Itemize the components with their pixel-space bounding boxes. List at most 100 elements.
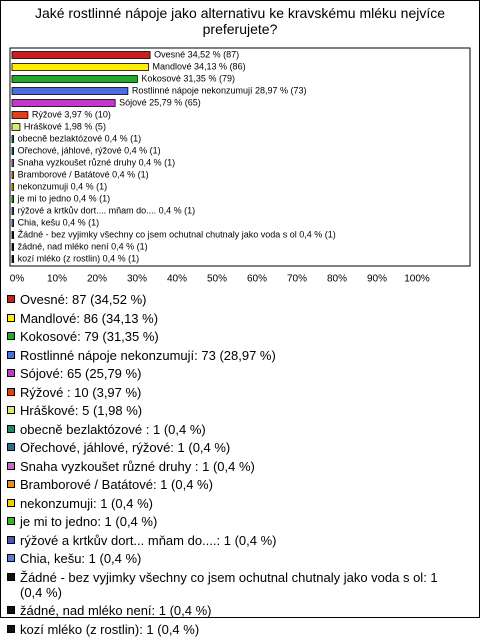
legend-entry: Rostlinné nápoje nekonzumují: 73 (28,97 …: [7, 348, 462, 363]
legend-label: Rostlinné nápoje nekonzumují: 73 (28,97 …: [20, 347, 276, 363]
legend-swatch: [7, 606, 15, 614]
legend-entry: Ořechové, jáhlové, rýžové: 1 (0,4 %): [7, 440, 462, 455]
legend-swatch: [7, 406, 15, 414]
legend-entry: žádné, nad mléko není: 1 (0,4 %): [7, 603, 462, 618]
legend-label: Sójové: 65 (25,79 %): [20, 366, 142, 381]
legend-swatch: [7, 295, 15, 303]
legend-swatch: [7, 624, 15, 633]
legend-label: je mi to jedno: 1 (0,4 %): [20, 514, 158, 529]
value-label: kozí mléko (z rostlin) 0,4 % (1): [18, 253, 140, 263]
value-label: Kokosové 31,35 % (79): [141, 73, 235, 83]
legend-entry: obecně bezlaktózové : 1 (0,4 %): [7, 422, 462, 437]
value-label: žádné, nad mléko není 0,4 % (1): [18, 241, 148, 251]
legend-swatch: [7, 480, 15, 488]
x-tick-label: 80%: [327, 274, 347, 285]
legend-entry: Kokosové: 79 (31,35 %): [7, 329, 462, 344]
legend-label: Hráškové: 5 (1,98 %): [20, 403, 143, 418]
x-tick-label: 50%: [207, 274, 227, 285]
legend-label: obecně bezlaktózové : 1 (0,4 %): [20, 421, 206, 437]
legend-swatch: [7, 369, 15, 377]
bar: [11, 255, 14, 263]
legend-label: Ořechové, jáhlové, rýžové: 1 (0,4 %): [20, 440, 231, 455]
bar: [11, 123, 21, 131]
bar: [11, 99, 116, 107]
x-tick-label: 10%: [47, 274, 67, 285]
value-label: obecně bezlaktózové 0,4 % (1): [18, 133, 142, 143]
legend-label: Žádné - bez vyjimky všechny co jsem ochu…: [20, 569, 438, 600]
legend-entry: Ovesné: 87 (34,52 %): [7, 292, 462, 307]
bar: [11, 63, 149, 71]
legend-entry: Snaha vyzkoušet různé druhy : 1 (0,4 %): [7, 459, 462, 474]
x-tick-label: 70%: [287, 274, 307, 285]
legend-swatch: [7, 554, 15, 562]
value-label: Mandlové 34,13 % (86): [153, 61, 246, 71]
legend-swatch: [7, 535, 15, 544]
x-tick-label: 0%: [10, 274, 25, 285]
legend-entry: Žádné - bez vyjimky všechny co jsem ochu…: [7, 570, 462, 600]
legend-swatch: [7, 313, 15, 322]
legend-swatch: [7, 498, 15, 507]
legend-entry: Hráškové: 5 (1,98 %): [7, 403, 462, 418]
legend-label: Bramborové / Batátové: 1 (0,4 %): [20, 477, 213, 492]
legend-swatch: [7, 332, 15, 340]
bar: [11, 171, 14, 179]
legend-entry: rýžové a krtkův dort... mňam do....: 1 (…: [7, 533, 462, 548]
legend-swatch: [7, 424, 15, 433]
bar: [11, 135, 14, 143]
plot-frame: [9, 47, 471, 267]
value-label: Ořechové, jáhlové, rýžové 0,4 % (1): [18, 145, 161, 155]
bar: [11, 243, 14, 251]
chart: 0% 10% 20% 30% 40% 50% 60% 70% 80% 90% 100% Ovesné …: [9, 47, 471, 285]
legend-entry: kozí mléko (z rostlin): 1 (0,4 %): [7, 622, 462, 637]
bar: [11, 159, 14, 167]
legend-label: žádné, nad mléko není: 1 (0,4 %): [20, 603, 212, 618]
legend-entry: je mi to jedno: 1 (0,4 %): [7, 514, 462, 529]
bar: [11, 75, 138, 83]
value-label: Snaha vyzkoušet různé druhy 0,4 % (1): [18, 157, 176, 167]
x-tick-label: 30%: [127, 274, 147, 285]
legend-swatch: [7, 517, 15, 525]
legend-entry: Bramborové / Batátové: 1 (0,4 %): [7, 477, 462, 492]
legend-swatch: [7, 387, 15, 396]
value-label: Sójové 25,79 % (65): [119, 97, 201, 107]
value-label: Rostlinné nápoje nekonzumují 28,97 % (73…: [132, 85, 307, 95]
legend-label: Kokosové: 79 (31,35 %): [20, 329, 159, 344]
bar: [11, 183, 14, 191]
bar: [11, 207, 14, 215]
x-tick-label: 40%: [167, 274, 187, 285]
bar: [11, 147, 14, 155]
legend-label: kozí mléko (z rostlin): 1 (0,4 %): [20, 621, 200, 637]
bar: [11, 51, 151, 59]
legend-label: rýžové a krtkův dort... mňam do....: 1 (…: [20, 532, 277, 548]
value-label: je mi to jedno 0,4 % (1): [17, 193, 111, 203]
legend-label: Ovesné: 87 (34,52 %): [20, 292, 147, 307]
value-label: Bramborové / Batátové 0,4 % (1): [18, 169, 149, 179]
legend-label: Chia, kešu: 1 (0,4 %): [20, 551, 142, 566]
bar: [11, 231, 14, 239]
value-label: nekonzumuji 0,4 % (1): [18, 181, 108, 191]
x-tick-label: 60%: [247, 274, 267, 285]
legend-label: Rýžové : 10 (3,97 %): [20, 384, 142, 400]
legend-swatch: [7, 350, 15, 359]
legend-entry: Sójové: 65 (25,79 %): [7, 366, 462, 381]
bar: [11, 111, 29, 119]
legend-swatch: [7, 443, 15, 451]
legend-label: Snaha vyzkoušet různé druhy : 1 (0,4 %): [20, 458, 255, 474]
value-label: Ovesné 34,52 % (87): [154, 49, 239, 59]
value-label: Hráškové 1,98 % (5): [24, 121, 106, 131]
x-tick-label: 20%: [87, 274, 107, 285]
legend: Ovesné: 87 (34,52 %) Mandlové: 86 (34,13 …: [7, 292, 462, 640]
value-label: Rýžové 3,97 % (10): [32, 109, 111, 119]
x-tick-label: 100%: [404, 274, 430, 285]
bar: [11, 195, 14, 203]
legend-swatch: [7, 461, 15, 470]
legend-entry: Rýžové : 10 (3,97 %): [7, 385, 462, 400]
chart-title: Jaké rostlinné nápoje jako alternativu k…: [34, 5, 446, 37]
legend-entry: nekonzumuji: 1 (0,4 %): [7, 496, 462, 511]
value-label: rýžové a krtkův dort.... mňam do.... 0,4…: [18, 205, 196, 215]
legend-entry: Chia, kešu: 1 (0,4 %): [7, 551, 462, 566]
x-tick-label: 90%: [367, 274, 387, 285]
bar: [11, 219, 14, 227]
legend-swatch: [7, 572, 15, 581]
